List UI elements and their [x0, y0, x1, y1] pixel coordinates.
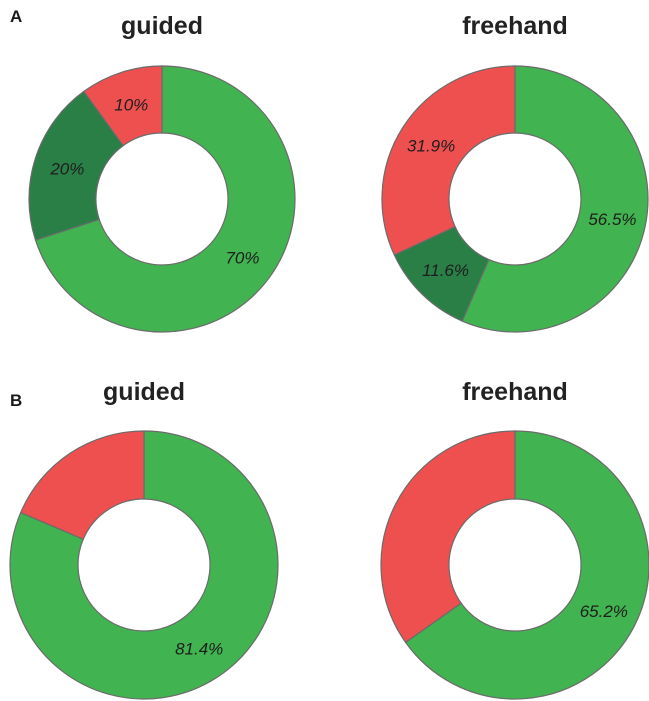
slice-label-a-guided-1: 20%: [49, 159, 84, 178]
slice-a-guided-0: [34, 65, 296, 333]
slice-a-freehand-2: [381, 65, 516, 256]
donut-slices-a-guided: 70% 20% 10%: [28, 65, 296, 333]
donut-chart-b-freehand: freehand 65.2%: [380, 378, 649, 700]
slice-label-a-guided-2: 10%: [114, 95, 148, 114]
slice-b-guided-0: [9, 430, 279, 700]
panel-letter-a: A: [10, 7, 22, 26]
donut-slices-b-freehand: 65.2%: [380, 430, 649, 700]
donut-slices-a-freehand: 56.5% 11.6% 31.9%: [381, 65, 649, 333]
donut-chart-a-guided: guided 70% 20% 10%: [28, 12, 296, 333]
slice-b-freehand-0: [404, 430, 649, 700]
slice-label-a-freehand-1: 11.6%: [422, 261, 469, 280]
slice-b-freehand-1: [380, 430, 516, 644]
slice-a-guided-1: [28, 90, 125, 241]
slice-label-a-freehand-2: 31.9%: [407, 136, 455, 155]
slice-label-b-guided-0: 81.4%: [175, 639, 223, 658]
donut-chart-b-guided: guided 81.4%: [9, 378, 279, 700]
chart-title-b-guided: guided: [103, 378, 185, 406]
chart-title-a-guided: guided: [121, 12, 203, 40]
slice-label-a-freehand-0: 56.5%: [588, 210, 636, 229]
chart-title-a-freehand: freehand: [462, 12, 568, 40]
panel-letter-b: B: [10, 391, 22, 410]
donut-chart-a-freehand: freehand 56.5% 11.6% 31.9%: [381, 12, 649, 333]
slice-a-guided-2: [82, 65, 163, 147]
slice-label-a-guided-0: 70%: [225, 248, 259, 267]
slice-label-b-freehand-0: 65.2%: [580, 602, 628, 621]
donut-slices-b-guided: 81.4%: [9, 430, 279, 700]
slice-b-guided-1: [19, 430, 145, 540]
slice-a-freehand-0: [461, 65, 649, 333]
chart-title-b-freehand: freehand: [462, 378, 568, 406]
